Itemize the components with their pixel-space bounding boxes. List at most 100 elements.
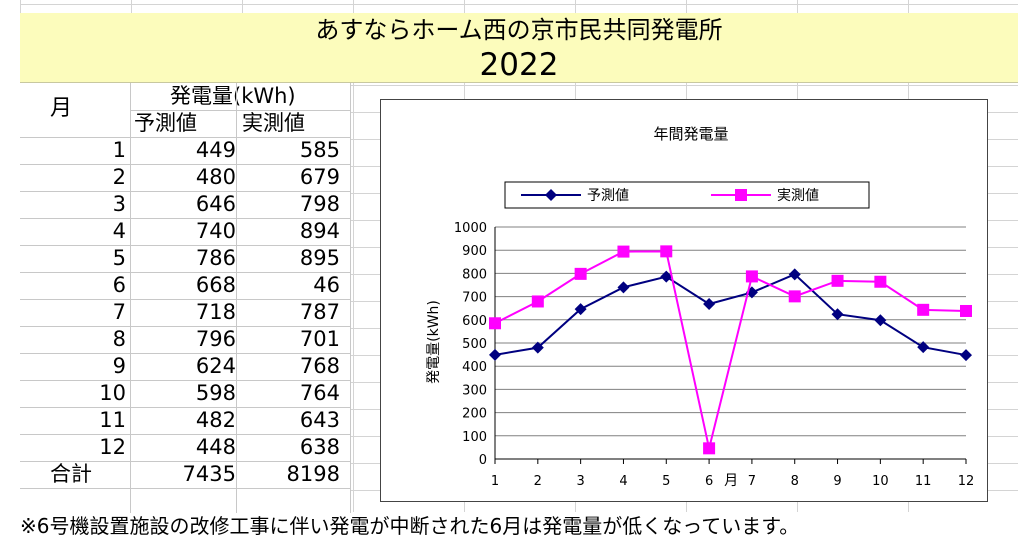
table-row-line (20, 434, 350, 435)
x-tick-label: 3 (576, 474, 584, 489)
table-forecast: 796 (195, 327, 236, 351)
x-axis-ticks: 1 2 3 4 5 6 7 8 9 10 11 12月 (491, 459, 974, 489)
table-row-line (20, 164, 350, 165)
x-axis-label: 月 (724, 473, 738, 489)
x-tick-label: 5 (662, 474, 670, 489)
table-row-line (20, 407, 350, 408)
table-forecast: 718 (195, 300, 236, 324)
table-forecast: 668 (195, 273, 236, 297)
table-month: 2 (112, 165, 126, 189)
table-row-line (20, 326, 350, 327)
station-name-banner: あすならホーム西の京市民共同発電所 (20, 13, 1018, 47)
forecast-header: 予測値 (134, 111, 197, 135)
table-forecast: 740 (195, 219, 236, 243)
data-point (703, 298, 716, 311)
table-forecast: 482 (195, 408, 236, 432)
year-label: 2022 (479, 47, 559, 83)
y-tick-label: 1000 (454, 221, 487, 236)
data-point (831, 274, 844, 287)
table-actual: 679 (299, 165, 340, 189)
table-row-line (20, 488, 350, 489)
data-point (660, 245, 673, 258)
table-actual: 798 (299, 192, 340, 216)
actual-header: 実測値 (242, 111, 305, 135)
data-point (788, 268, 801, 281)
chart-gridlines (494, 226, 966, 460)
data-point (703, 442, 716, 455)
table-month: 12 (99, 435, 126, 459)
table-actual: 585 (299, 138, 340, 162)
table-row-line (20, 299, 350, 300)
month-header: 月 (50, 96, 73, 121)
data-point (660, 270, 673, 283)
data-point (531, 295, 544, 308)
table-actual: 894 (299, 219, 340, 243)
station-name: あすならホーム西の京市民共同発電所 (315, 16, 723, 44)
table-month: 8 (112, 327, 126, 351)
table-forecast: 598 (195, 381, 236, 405)
table-forecast: 624 (195, 354, 236, 378)
table-col-line (236, 83, 237, 513)
series-line (494, 273, 967, 357)
table-row-line (20, 137, 350, 138)
y-tick-label: 200 (462, 407, 487, 422)
total-actual: 8198 (286, 462, 340, 486)
table-row-line (20, 191, 350, 192)
y-axis-ticks: 0 100 200 300 400 500 600 700 800 900 1000 (454, 221, 487, 468)
y-axis-label: 発電量(kWh) (426, 300, 442, 384)
data-point (545, 189, 557, 201)
x-tick-label: 10 (872, 474, 889, 489)
data-point (745, 270, 758, 283)
table-col-line (350, 83, 351, 513)
x-tick-label: 12 (958, 474, 975, 489)
annual-generation-chart: 年間発電量 予測値 実測値 0 100 200 300 400 500 600 700 800 90… (380, 99, 988, 502)
x-tick-label: 11 (915, 474, 932, 489)
x-tick-label: 7 (748, 474, 756, 489)
y-tick-label: 900 (462, 244, 487, 259)
table-col-line (130, 83, 131, 513)
table-row-line (20, 218, 350, 219)
chart-canvas: 年間発電量 予測値 実測値 010020030040050060070080090… (426, 125, 974, 489)
table-row-line (20, 380, 350, 381)
x-tick-label: 6 (705, 474, 713, 489)
chart-title: 年間発電量 (653, 125, 728, 143)
table-forecast: 786 (195, 246, 236, 270)
legend-box (504, 181, 870, 209)
table-month: 6 (112, 273, 126, 297)
data-point (574, 303, 587, 316)
table-actual: 768 (299, 354, 340, 378)
y-tick-label: 0 (479, 453, 487, 468)
x-tick-label: 1 (491, 474, 499, 489)
table-actual: 764 (299, 381, 340, 405)
data-point (531, 341, 544, 354)
legend-label: 予測値 (587, 188, 629, 204)
data-point (917, 303, 930, 316)
data-point (735, 189, 747, 201)
table-row-line (130, 110, 350, 111)
x-tick-label: 9 (833, 474, 841, 489)
table-actual: 895 (299, 246, 340, 270)
year-banner: 2022 (20, 47, 1018, 83)
table-forecast: 480 (195, 165, 236, 189)
data-point (831, 308, 844, 321)
table-actual: 46 (313, 273, 340, 297)
generation-header: 発電量(kWh) (170, 84, 296, 108)
data-point (489, 317, 501, 330)
legend-label: 実測値 (777, 188, 819, 204)
data-point (617, 245, 630, 258)
table-month: 9 (112, 354, 126, 378)
table-month: 11 (99, 408, 126, 432)
table-month: 4 (112, 219, 126, 243)
table-actual: 643 (299, 408, 340, 432)
total-label: 合計 (50, 462, 92, 486)
table-forecast: 449 (195, 138, 236, 162)
generation-table: 月 発電量(kWh) 予測値 実測値 1 449 585 2 480 679 3 646 798… (20, 83, 351, 513)
table-row-line (20, 245, 350, 246)
data-point (574, 267, 587, 280)
chart-legend: 予測値 実測値 (521, 188, 819, 204)
x-tick-label: 2 (534, 474, 542, 489)
total-forecast: 7435 (182, 462, 236, 486)
y-tick-label: 500 (462, 337, 487, 352)
y-tick-label: 600 (462, 314, 487, 329)
y-tick-label: 300 (462, 383, 487, 398)
